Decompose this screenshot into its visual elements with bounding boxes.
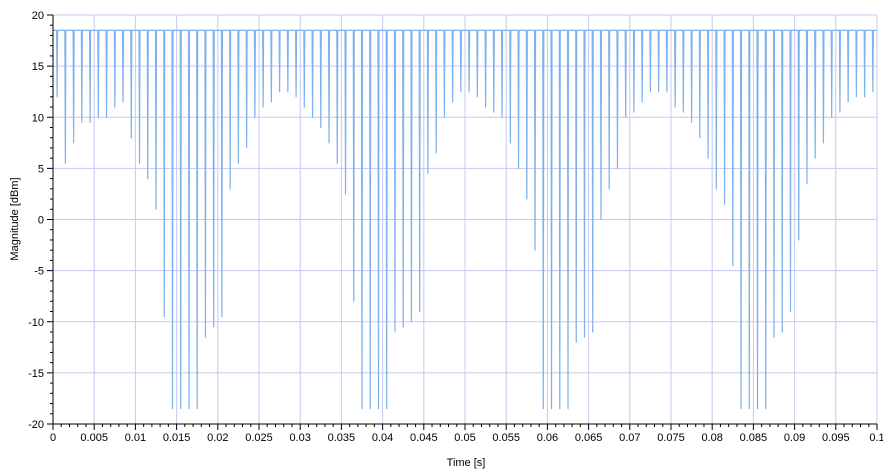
x-tick-label: 0.035 [328,432,356,444]
x-tick-label: 0.04 [372,432,393,444]
x-tick-label: 0.09 [784,432,805,444]
y-tick-labels: 20 15 10 5 0 -5 -10 -15 -20 [28,10,44,431]
x-tick-label: 0.025 [245,432,273,444]
y-tick-label: -5 [34,266,44,278]
x-tick-label: 0.095 [822,432,850,444]
y-tick-label: 10 [32,112,44,124]
x-tick-label: 0.055 [492,432,520,444]
x-tick-label: 0.1 [869,432,883,444]
x-tick-label: 0.045 [410,432,438,444]
y-tick-label: 0 [38,215,44,227]
y-tick-label: -15 [28,368,44,380]
y-tick-label: 15 [32,61,44,73]
x-tick-label: 0.01 [125,432,146,444]
x-tick-label: 0.06 [537,432,558,444]
x-tick-label: 0.08 [701,432,722,444]
y-tick-label: -10 [28,317,44,329]
x-tick-label: 0.07 [619,432,640,444]
x-tick-label: 0.085 [740,432,768,444]
grid-lines [52,14,878,425]
x-axis-title: Time [s] [447,457,486,469]
y-axis-title: Magnitude [dBm] [9,177,21,260]
series-layer [53,29,877,410]
y-tick-label: 20 [32,10,44,22]
x-tick-label: 0.03 [289,432,310,444]
x-tick-labels: 0 0.005 0.01 0.015 0.02 0.025 0.03 0.035 0.04 0.0… [50,432,883,444]
x-tick-label: 0.02 [207,432,228,444]
x-tick-label: 0.005 [80,432,108,444]
y-tick-label: -20 [28,419,44,431]
axes [47,14,878,430]
x-tick-label: 0.065 [575,432,603,444]
y-tick-label: 5 [38,163,44,175]
x-tick-label: 0.015 [163,432,191,444]
x-tick-label: 0.05 [454,432,475,444]
x-tick-label: 0.075 [657,432,685,444]
x-tick-label: 0 [50,432,56,444]
